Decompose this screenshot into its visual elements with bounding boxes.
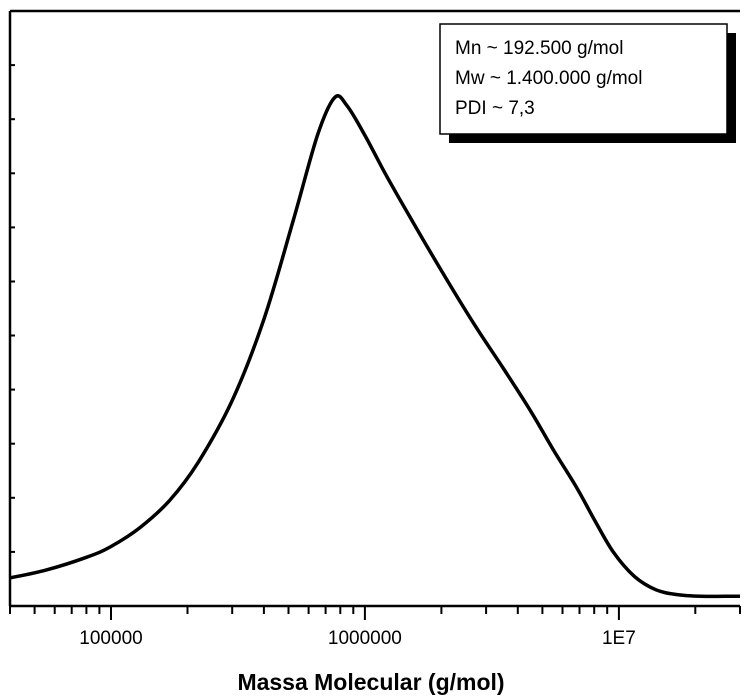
x-axis-title: Massa Molecular (g/mol): [237, 669, 504, 695]
x-tick-label: 100000: [79, 628, 142, 649]
stats-mn: Mn ~ 192.500 g/mol: [455, 38, 623, 59]
series-line-0: [9, 94, 740, 599]
y-axis-ticks: [10, 10, 15, 607]
stats-pdi: PDI ~ 7,3: [455, 98, 535, 119]
stats-legend-frame: [439, 23, 728, 135]
stats-legend-box: Mn ~ 192.500 g/mol Mw ~ 1.400.000 g/mol …: [439, 23, 736, 143]
x-tick-label: 1000000: [328, 628, 402, 649]
stats-mw: Mw ~ 1.400.000 g/mol: [455, 68, 642, 89]
x-axis-ticks: [9, 606, 741, 620]
x-tick-labels: 100000 1000000 1E7: [79, 628, 636, 649]
series-layer: [9, 94, 740, 599]
x-tick-label: 1E7: [602, 628, 636, 649]
